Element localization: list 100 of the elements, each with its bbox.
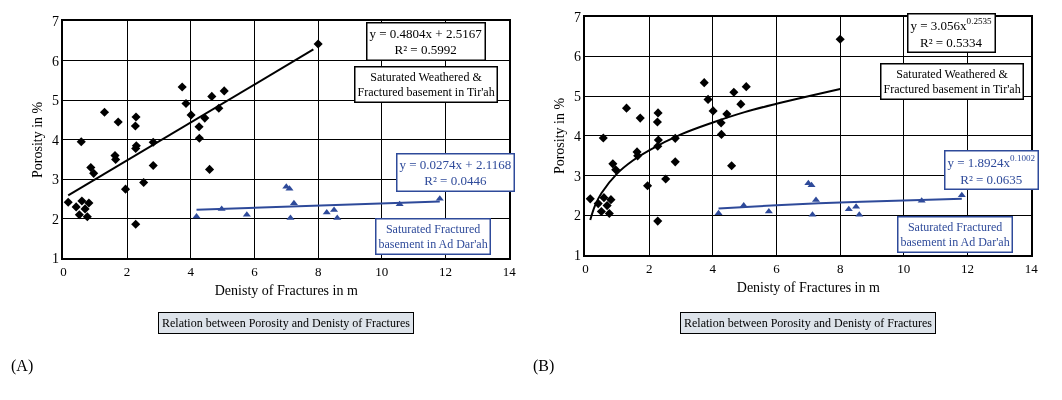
y-axis-title: Porosity in % xyxy=(29,101,45,178)
y-tick-label: 6 xyxy=(51,53,59,69)
point xyxy=(661,174,671,184)
point xyxy=(653,216,663,226)
x-tick-label: 10 xyxy=(375,263,389,279)
point xyxy=(219,86,229,96)
point xyxy=(635,113,645,123)
point xyxy=(205,164,215,174)
point xyxy=(86,162,96,172)
x-tick-label: 8 xyxy=(836,260,844,276)
y-tick-label: 5 xyxy=(573,89,581,105)
x-tick-label: 6 xyxy=(773,260,781,276)
x-tick-label: 12 xyxy=(439,263,453,279)
annotation: Saturated Fractured basement in Ad Dar'ah xyxy=(378,221,488,252)
point xyxy=(130,121,140,131)
point xyxy=(194,133,204,143)
point xyxy=(653,108,663,118)
point xyxy=(139,177,149,187)
annotation: y = 0.0274x + 2.1168 R² = 0.0446 xyxy=(399,156,512,189)
point xyxy=(131,219,141,229)
x-tick-label: 8 xyxy=(314,263,322,279)
y-tick-label: 7 xyxy=(51,14,59,30)
x-tick-label: 4 xyxy=(187,263,195,279)
point xyxy=(670,157,680,167)
y-tick-label: 4 xyxy=(573,128,581,144)
point xyxy=(148,160,158,171)
point xyxy=(313,39,323,49)
y-tick-label: 5 xyxy=(51,93,59,109)
y-tick-label: 2 xyxy=(573,208,581,224)
y-tick-label: 1 xyxy=(573,248,581,264)
point xyxy=(181,98,191,109)
point xyxy=(708,106,718,116)
point xyxy=(741,82,751,92)
annotation: y = 3.056x$^{0.2535}$ R² = 0.5334 xyxy=(910,16,993,50)
point xyxy=(207,91,217,101)
point xyxy=(598,133,608,143)
text: (B) xyxy=(533,357,555,375)
point xyxy=(727,161,737,171)
annotation: Saturated Weathered & Fractured basement in Tir'ah xyxy=(357,69,495,100)
point xyxy=(736,99,746,109)
y-tick-label: 4 xyxy=(51,132,59,148)
point xyxy=(131,112,141,122)
point xyxy=(120,184,131,194)
x-tick-label: 10 xyxy=(897,260,911,276)
point xyxy=(729,87,739,97)
text: Relation between Porosity and Denisty of Fractures xyxy=(684,316,933,330)
point xyxy=(77,196,87,206)
point xyxy=(643,181,653,191)
point xyxy=(957,191,966,198)
point xyxy=(599,193,609,203)
point xyxy=(80,204,90,214)
point xyxy=(652,117,662,127)
point xyxy=(113,117,123,127)
point xyxy=(604,209,614,219)
point xyxy=(716,129,726,139)
text: (A) xyxy=(11,357,34,375)
x-tick-label: 0 xyxy=(60,263,67,279)
x-tick-label: 4 xyxy=(709,260,717,276)
annotation: Saturated Weathered & Fractured basement in Tir'ah xyxy=(883,66,1021,97)
y-tick-label: 3 xyxy=(51,172,59,188)
x-axis-title: Denisty of Fractures in m xyxy=(736,280,880,296)
point xyxy=(608,159,618,169)
x-tick-label: 14 xyxy=(502,263,517,279)
point xyxy=(621,103,632,113)
x-tick-label: 12 xyxy=(961,260,975,276)
y-tick-label: 6 xyxy=(573,49,581,65)
y-tick-label: 2 xyxy=(51,211,59,227)
x-tick-label: 14 xyxy=(1024,260,1039,276)
point xyxy=(322,208,331,215)
point xyxy=(74,210,84,220)
point xyxy=(186,110,196,120)
x-tick-label: 2 xyxy=(123,263,131,279)
point xyxy=(192,212,201,219)
point xyxy=(89,168,99,178)
point xyxy=(602,201,612,211)
point xyxy=(606,195,616,205)
text: Relation between Porosity and Denisty of Fractures xyxy=(162,316,411,330)
point xyxy=(289,199,298,206)
point xyxy=(699,78,709,88)
annotation: y = 1.8924x$^{0.1002}$ R² = 0.0635 xyxy=(947,153,1036,187)
y-tick-label: 1 xyxy=(51,251,59,267)
point xyxy=(703,94,713,104)
point xyxy=(177,82,187,92)
annotation: y = 0.4804x + 2.5167 R² = 0.5992 xyxy=(369,25,483,58)
point xyxy=(84,198,94,208)
y-tick-label: 3 xyxy=(573,168,581,184)
point xyxy=(76,137,86,147)
point xyxy=(71,202,81,212)
x-tick-label: 6 xyxy=(251,263,259,279)
x-axis-title: Denisty of Fractures in m xyxy=(214,283,358,299)
point xyxy=(99,107,110,117)
point xyxy=(194,122,204,132)
annotation: Saturated Fractured basement in Ad Dar'ah xyxy=(900,219,1010,250)
point xyxy=(63,197,73,207)
point xyxy=(611,165,621,175)
x-tick-label: 2 xyxy=(645,260,653,276)
point xyxy=(585,194,595,204)
point xyxy=(835,34,845,44)
point xyxy=(82,212,92,222)
y-tick-label: 7 xyxy=(573,9,581,25)
